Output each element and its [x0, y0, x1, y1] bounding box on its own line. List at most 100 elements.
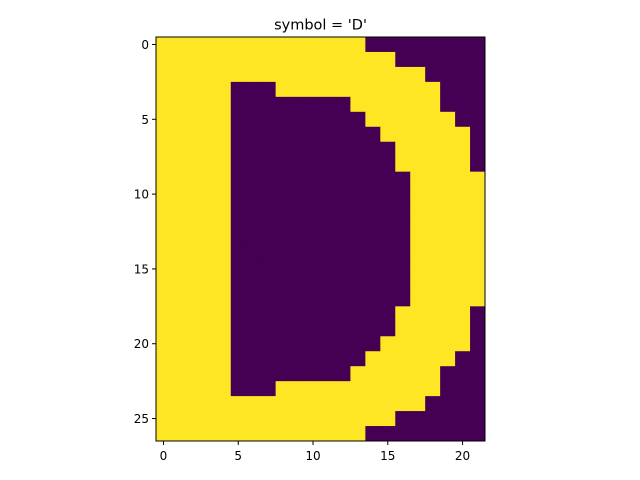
heatmap-cell [410, 81, 426, 98]
heatmap-cell [395, 37, 411, 53]
heatmap-cell [215, 126, 232, 143]
heatmap-cell [170, 126, 187, 143]
heatmap-cell [395, 321, 411, 337]
heatmap-cell [185, 396, 202, 412]
heatmap-cell [440, 37, 456, 53]
heatmap-cell [335, 261, 351, 277]
y-tick-label: 0 [141, 38, 149, 52]
heatmap-cell [170, 426, 187, 442]
heatmap-cell [440, 351, 456, 367]
heatmap-cell [455, 111, 471, 128]
heatmap-cell [380, 201, 396, 217]
heatmap-cell [365, 201, 381, 217]
heatmap-cell [185, 321, 202, 337]
heatmap-cell [320, 321, 336, 337]
heatmap-cell [245, 66, 262, 83]
heatmap-cell [200, 51, 217, 68]
heatmap-cell [215, 66, 232, 83]
heatmap-cell [275, 321, 291, 337]
heatmap-cell [470, 351, 486, 367]
heatmap-cell [365, 156, 381, 173]
heatmap-cell [365, 411, 381, 427]
heatmap-cell [200, 396, 217, 412]
heatmap-cell [245, 291, 262, 307]
heatmap-cell [455, 141, 471, 158]
heatmap-cell [455, 186, 471, 202]
heatmap-cell [275, 186, 291, 202]
heatmap-cell [260, 66, 277, 83]
heatmap-cell [305, 246, 321, 262]
heatmap-cell [230, 291, 247, 307]
heatmap-cell [156, 186, 172, 202]
heatmap-cell [156, 66, 172, 83]
heatmap-cell [395, 156, 411, 173]
heatmap-cell [455, 216, 471, 232]
heatmap-cell [365, 261, 381, 277]
heatmap-cell [185, 201, 202, 217]
heatmap-cell [470, 216, 486, 232]
y-tick-label: 20 [134, 337, 149, 351]
heatmap-cell [290, 366, 306, 382]
heatmap-cell [275, 111, 291, 128]
x-tick-label: 10 [305, 449, 320, 463]
heatmap-cell [440, 66, 456, 83]
heatmap-cell [335, 231, 351, 247]
heatmap-cell [170, 366, 187, 382]
heatmap-cell [230, 336, 247, 352]
heatmap-cell [425, 66, 441, 83]
heatmap-cell [245, 186, 262, 202]
heatmap-cell [156, 396, 172, 412]
heatmap-cell [200, 381, 217, 397]
heatmap-cell [185, 381, 202, 397]
heatmap-cell [395, 231, 411, 247]
heatmap-cell [290, 261, 306, 277]
heatmap-cell [380, 246, 396, 262]
heatmap-cell [275, 411, 291, 427]
heatmap-cell [290, 171, 306, 188]
heatmap-cell [380, 381, 396, 397]
heatmap-cell [425, 306, 441, 322]
heatmap-cell [156, 246, 172, 262]
heatmap-cell [305, 411, 321, 427]
heatmap-cell [230, 201, 247, 217]
heatmap-cell [455, 171, 471, 188]
heatmap-cell [350, 321, 366, 337]
heatmap-cell [350, 336, 366, 352]
heatmap-cell [275, 66, 291, 83]
heatmap-cell [410, 351, 426, 367]
heatmap-cell [230, 351, 247, 367]
heatmap-cell [380, 126, 396, 143]
heatmap-cell [275, 336, 291, 352]
heatmap-cell [440, 336, 456, 352]
heatmap-cell [215, 276, 232, 292]
heatmap-cell [260, 336, 277, 352]
heatmap-cell [290, 156, 306, 173]
heatmap-cell [230, 66, 247, 83]
heatmap-cell [395, 246, 411, 262]
heatmap-cell [245, 276, 262, 292]
heatmap-cell [380, 411, 396, 427]
heatmap-cell [365, 246, 381, 262]
heatmap-cell [290, 291, 306, 307]
heatmap-cell [320, 37, 336, 53]
heatmap-cell [380, 156, 396, 173]
heatmap-cell [350, 111, 366, 128]
heatmap-cell [365, 96, 381, 113]
heatmap-cell [455, 66, 471, 83]
heatmap-cell [320, 231, 336, 247]
heatmap-cell [350, 261, 366, 277]
heatmap-cell [320, 411, 336, 427]
heatmap-cell [245, 171, 262, 188]
heatmap-cell [380, 396, 396, 412]
heatmap-cell [395, 201, 411, 217]
heatmap-cell [455, 336, 471, 352]
heatmap-cell [320, 186, 336, 202]
heatmap-cell [320, 261, 336, 277]
heatmap-cell [170, 96, 187, 113]
heatmap-cell [410, 216, 426, 232]
heatmap-cell [230, 186, 247, 202]
x-tick-label: 0 [160, 449, 168, 463]
heatmap-cell [275, 216, 291, 232]
heatmap-cell [156, 111, 172, 128]
heatmap-cell [305, 306, 321, 322]
